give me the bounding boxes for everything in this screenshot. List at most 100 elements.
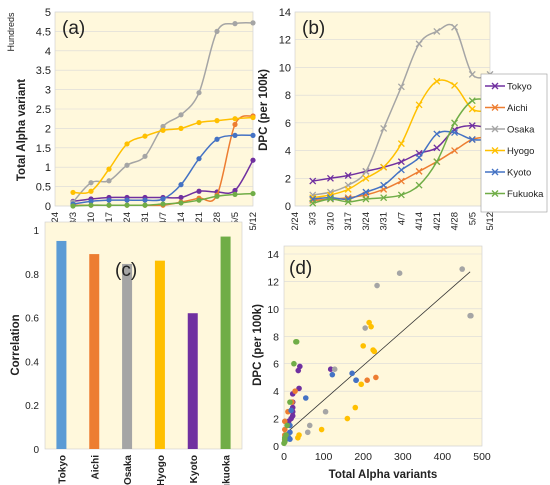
panel-c-plot-area	[44, 221, 243, 450]
x-tick-label: 100	[315, 451, 333, 463]
data-point	[214, 136, 220, 142]
panel-c-y-ticks: 0 0.2 0.4 0.6 0.8 1	[25, 226, 39, 456]
y-tick-label: 0	[273, 441, 279, 453]
y-tick-label: 4	[45, 46, 51, 58]
data-point	[178, 112, 184, 118]
bar-fukuoka	[220, 236, 231, 449]
data-point-marker	[362, 195, 370, 203]
scatter-point	[364, 377, 370, 383]
panel-a-series	[70, 20, 256, 209]
scatter-point	[293, 338, 300, 345]
y-tick-label: 3.5	[36, 65, 51, 77]
y-tick-label: 1.5	[36, 143, 51, 155]
panel-a: 0 0.5 1 1.5 2 2.5 3 3.5 4 4.5 5 2/24 3/3 3/10 3/17 3/2…	[6, 7, 259, 231]
legend-label: Fukuoka	[507, 189, 544, 200]
panel-b-legend: Tokyo Aichi Osaka Hyogo Kyoto Fukuoka	[480, 73, 548, 213]
panel-b: 0 2 4 6 8 10 12 14 2/24 3/3 3/10 3/17 3/24 3/31 4/7 4/…	[258, 7, 548, 231]
data-point	[142, 153, 148, 159]
data-point-marker	[309, 199, 317, 207]
data-point-marker	[397, 158, 405, 166]
legend-label: Hyogo	[507, 146, 534, 157]
data-point	[88, 180, 94, 186]
scatter-point	[292, 388, 298, 394]
scatter-point	[289, 413, 296, 419]
x-tick-label: 2/24	[50, 212, 61, 231]
scatter-point	[281, 426, 288, 433]
panel-b-x-ticks: 2/24 3/3 3/10 3/17 3/24 3/31 4/7 4/14 4/21 4/28 5/…	[290, 212, 496, 231]
y-tick-label: 2	[285, 173, 291, 185]
legend-item-aichi: Aichi	[485, 103, 528, 114]
y-tick-label: 14	[279, 7, 291, 19]
data-point	[232, 191, 238, 197]
data-point-marker	[326, 195, 334, 203]
y-tick-label: 10	[267, 304, 279, 316]
data-point-marker	[433, 130, 441, 138]
data-point	[196, 156, 202, 162]
data-point	[88, 188, 94, 194]
y-tick-label: 4	[285, 146, 291, 158]
x-tick-label: 3/24	[361, 212, 372, 231]
panel-d-y-axis-title: DPC (per 100k)	[252, 304, 264, 386]
data-point	[124, 197, 130, 203]
x-tick-label: 3/10	[325, 212, 336, 231]
data-point	[142, 197, 148, 203]
y-tick-label: 4	[273, 386, 279, 398]
legend-item-kyoto: Kyoto	[485, 168, 531, 179]
y-tick-label: 12	[267, 276, 279, 288]
data-point	[250, 157, 256, 163]
data-point-marker	[468, 70, 476, 78]
y-tick-label: 8	[285, 90, 291, 102]
legend-label: Kyoto	[507, 168, 531, 179]
panel-d-points	[281, 266, 474, 447]
y-tick-label: 6	[285, 118, 291, 130]
data-point-marker	[415, 154, 423, 161]
data-point-marker	[451, 147, 459, 155]
scatter-point	[306, 422, 313, 429]
y-tick-label: 0	[33, 445, 39, 456]
panel-c-y-axis-title: Correlation	[10, 314, 22, 375]
data-point-marker	[380, 163, 388, 171]
x-tick-label: 4/28	[450, 212, 461, 231]
scatter-point	[297, 363, 303, 370]
data-point-marker	[451, 81, 459, 89]
panel-a-y-axis-title: Total Alpha variant	[16, 79, 28, 181]
legend-item-fukuoka: Fukuoka	[485, 189, 544, 200]
scatter-point	[281, 418, 288, 425]
panel-b-y-axis-title: DPC (per 100k)	[258, 69, 270, 151]
data-point	[214, 118, 220, 124]
data-point-marker	[362, 188, 370, 196]
data-point-marker	[433, 77, 441, 85]
scatter-point	[360, 343, 367, 349]
x-tick-label: 3/17	[343, 212, 354, 231]
panel-d-label: (d)	[289, 258, 312, 279]
data-point-marker	[433, 144, 441, 152]
panel-a-label: (a)	[62, 18, 85, 39]
x-tick-label: 4/28	[212, 212, 223, 231]
data-point	[142, 133, 148, 139]
y-tick-label: 4.5	[36, 26, 51, 38]
data-point-marker	[362, 174, 370, 182]
data-point	[106, 178, 112, 184]
data-point-marker	[468, 105, 476, 113]
panel-c: 0 0.2 0.4 0.6 0.8 1 Tokyo Aichi Osaka Hyogo Kyoto…	[10, 221, 243, 485]
data-point-marker	[433, 158, 441, 166]
data-point-marker	[468, 97, 476, 105]
bar-tokyo	[56, 240, 67, 449]
x-tick-label: 2/24	[290, 212, 301, 231]
scatter-point	[344, 415, 351, 422]
scatter-point	[287, 429, 293, 436]
y-tick-label: 1	[33, 226, 39, 237]
scatter-point	[291, 360, 297, 367]
data-point	[232, 116, 238, 122]
x-tick-label: 4/7	[158, 212, 169, 225]
panel-c-bars	[56, 236, 231, 449]
data-point	[160, 123, 166, 130]
x-tick-label: 4/21	[194, 212, 205, 231]
data-point	[250, 190, 256, 197]
x-tick-label: 5/12	[248, 212, 259, 231]
panel-a-x-ticks: 2/24 3/3 3/10 3/17 3/24 3/31 4/7 4/14 4/21 4/28 5/…	[50, 212, 259, 231]
scatter-point	[302, 395, 309, 401]
data-point	[160, 196, 166, 202]
x-tick-label: 400	[434, 451, 452, 463]
